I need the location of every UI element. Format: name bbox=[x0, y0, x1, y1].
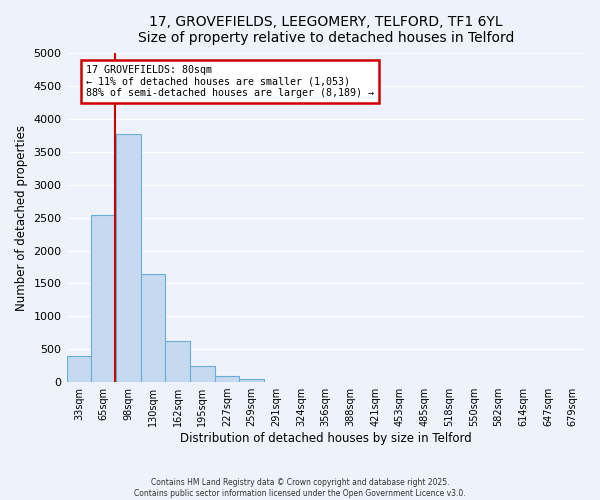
Bar bbox=[91, 215, 116, 382]
Text: 17 GROVEFIELDS: 80sqm
← 11% of detached houses are smaller (1,053)
88% of semi-d: 17 GROVEFIELDS: 80sqm ← 11% of detached … bbox=[86, 65, 374, 98]
Bar bbox=[67, 356, 91, 382]
Title: 17, GROVEFIELDS, LEEGOMERY, TELFORD, TF1 6YL
Size of property relative to detach: 17, GROVEFIELDS, LEEGOMERY, TELFORD, TF1… bbox=[137, 15, 514, 45]
X-axis label: Distribution of detached houses by size in Telford: Distribution of detached houses by size … bbox=[180, 432, 472, 445]
Bar bbox=[140, 274, 165, 382]
Bar bbox=[190, 366, 215, 382]
Y-axis label: Number of detached properties: Number of detached properties bbox=[15, 124, 28, 310]
Bar bbox=[239, 379, 264, 382]
Bar bbox=[116, 134, 140, 382]
Text: Contains HM Land Registry data © Crown copyright and database right 2025.
Contai: Contains HM Land Registry data © Crown c… bbox=[134, 478, 466, 498]
Bar bbox=[165, 342, 190, 382]
Bar bbox=[215, 376, 239, 382]
